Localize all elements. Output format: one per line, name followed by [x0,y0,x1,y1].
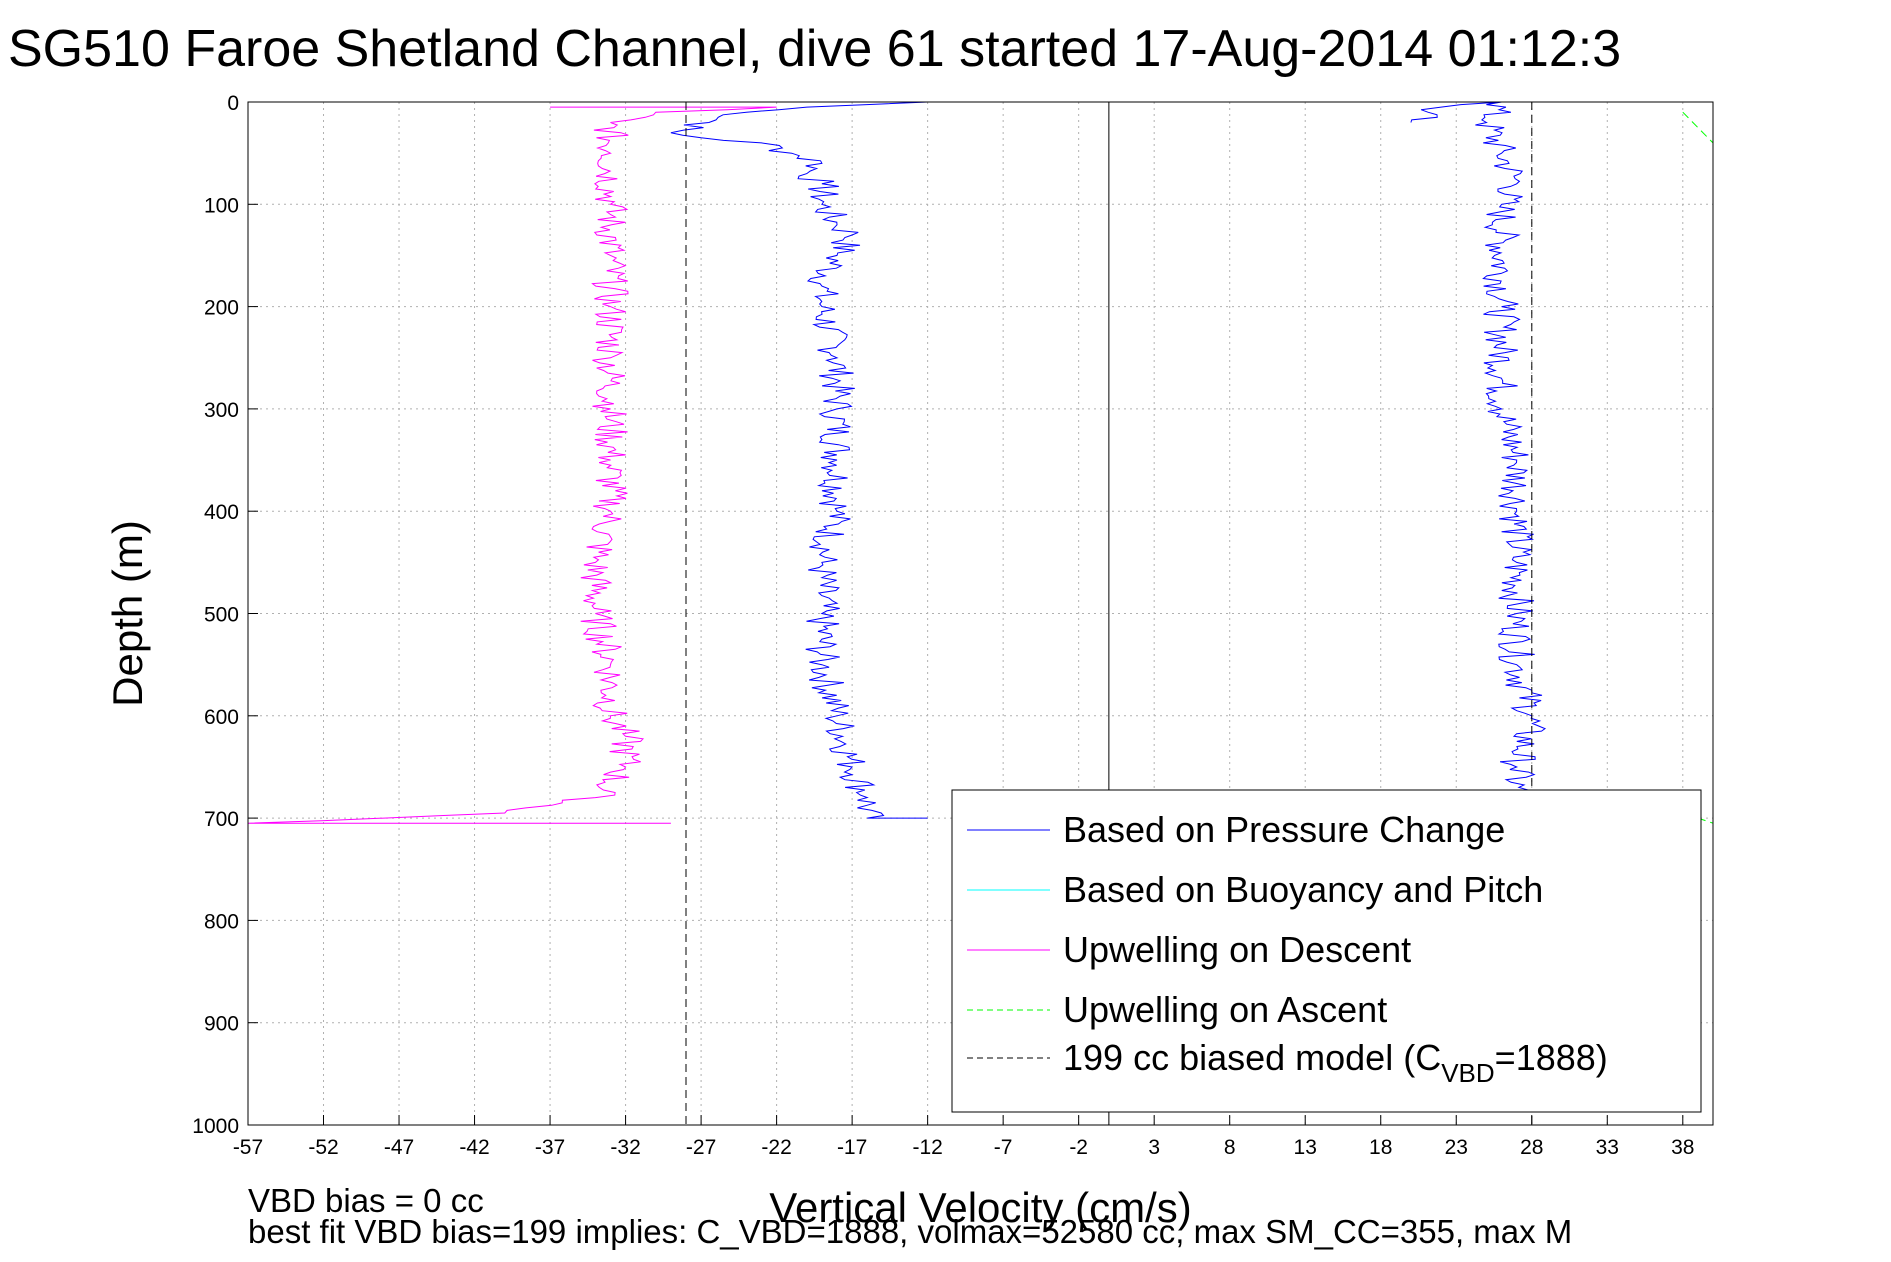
x-tick-label: -22 [761,1136,791,1159]
x-tick-label: -57 [233,1136,263,1159]
legend-box [951,789,1702,1113]
x-axis-label: Vertical Velocity (cm/s) [769,1184,1191,1231]
x-tick-label: 23 [1445,1136,1468,1159]
y-tick-label: 900 [204,1013,239,1036]
x-tick-label: -12 [912,1136,942,1159]
y-tick-label: 400 [204,501,239,524]
x-tick-label: -27 [686,1136,716,1159]
y-tick-label: 200 [204,297,239,320]
y-tick-label: 600 [204,706,239,729]
x-tick-label: -17 [837,1136,867,1159]
legend: Based on Pressure Change Based on Buoyanc… [951,789,1702,1113]
x-tick-label: -47 [384,1136,414,1159]
y-axis-label: Depth (m) [104,520,151,707]
x-tick-label: -32 [610,1136,640,1159]
x-tick-label: 13 [1294,1136,1317,1159]
series-line-3 [1682,111,1714,144]
x-tick-label: -52 [308,1136,338,1159]
axis-ticks: -57 -52 -47 -42 -37 -32 -27 -22 -17 -12 -7 -2 3 8 13 18… [192,92,1694,1159]
legend-label-subscript: VBD [1441,1058,1494,1088]
x-tick-label: 28 [1520,1136,1543,1159]
series-line-0 [1410,101,1547,799]
footnote-vbd-bias: VBD bias = 0 cc [248,1182,484,1219]
y-tick-label: 0 [227,92,239,115]
x-tick-label: 38 [1671,1136,1694,1159]
legend-label: Based on Pressure Change [1063,809,1505,850]
x-tick-label: -2 [1069,1136,1088,1159]
y-tick-label: 700 [204,808,239,831]
legend-label-suffix: =1888) [1495,1037,1608,1078]
x-tick-label: 18 [1369,1136,1392,1159]
legend-label: Upwelling on Ascent [1063,989,1387,1030]
y-tick-label: 500 [204,604,239,627]
x-tick-label: -42 [459,1136,489,1159]
series-line-2 [247,106,777,824]
series-line-0 [670,101,1170,819]
y-tick-label: 800 [204,910,239,933]
legend-label: Based on Buoyancy and Pitch [1063,869,1543,910]
x-tick-label: -37 [535,1136,565,1159]
y-tick-label: 300 [204,399,239,422]
x-tick-label: 8 [1224,1136,1236,1159]
y-tick-label: 100 [204,194,239,217]
x-tick-label: -7 [994,1136,1013,1159]
x-tick-label: 33 [1596,1136,1619,1159]
footnote-best-fit: best fit VBD bias=199 implies: C_VBD=188… [248,1213,1572,1250]
chart-title: SG510 Faroe Shetland Channel, dive 61 st… [8,20,1621,78]
legend-label: Upwelling on Descent [1063,929,1411,970]
y-tick-label: 1000 [192,1115,239,1138]
x-tick-label: 3 [1148,1136,1160,1159]
